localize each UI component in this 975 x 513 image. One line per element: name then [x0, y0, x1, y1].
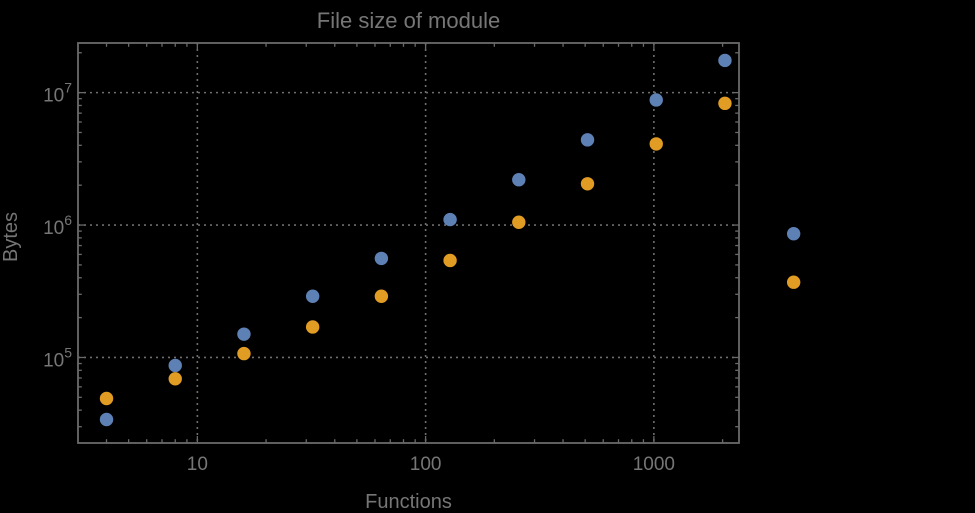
point-series-orange-x256 — [512, 215, 526, 229]
point-series-blue-x8 — [168, 358, 182, 373]
gridlines — [78, 43, 739, 443]
point-series-blue-x64 — [374, 251, 389, 266]
tick-labels: 10 100 1000 105 106 107 — [43, 80, 675, 475]
y-tick-label-1e6: 106 — [43, 212, 72, 239]
x-axis-label: Functions — [365, 491, 452, 513]
point-series-orange-x64 — [374, 289, 389, 303]
x-tick-label-1000: 1000 — [633, 454, 675, 475]
point-series-blue-x16 — [237, 327, 251, 341]
point-series-orange-x8 — [168, 372, 182, 386]
point-series-blue-x256 — [512, 173, 526, 187]
point-series-orange-x2048 — [718, 96, 732, 111]
point-series-orange-x32 — [305, 320, 320, 334]
point-series-orange-x4096 — [786, 275, 801, 289]
x-tick-label-10: 10 — [187, 454, 208, 475]
point-series-blue-x4096 — [786, 227, 801, 241]
chart-title: File size of module — [317, 8, 500, 33]
data-points — [99, 53, 801, 427]
y-axis-label: Bytes — [0, 212, 22, 262]
point-series-orange-x4 — [99, 391, 114, 406]
y-tick-label-1e5: 105 — [43, 344, 72, 371]
point-series-blue-x128 — [443, 212, 457, 227]
point-series-blue-x512 — [580, 133, 595, 147]
point-series-orange-x512 — [580, 177, 595, 191]
point-series-orange-x16 — [237, 346, 251, 361]
point-series-blue-x2048 — [718, 53, 732, 68]
plot-frame — [77, 42, 740, 444]
point-series-orange-x1024 — [649, 137, 663, 151]
point-series-blue-x1024 — [649, 93, 663, 107]
point-series-orange-x128 — [443, 253, 457, 268]
y-tick-label-1e7: 107 — [43, 80, 72, 107]
point-series-blue-x32 — [305, 289, 320, 303]
point-series-blue-x4 — [99, 412, 114, 427]
x-tick-label-100: 100 — [410, 454, 442, 475]
